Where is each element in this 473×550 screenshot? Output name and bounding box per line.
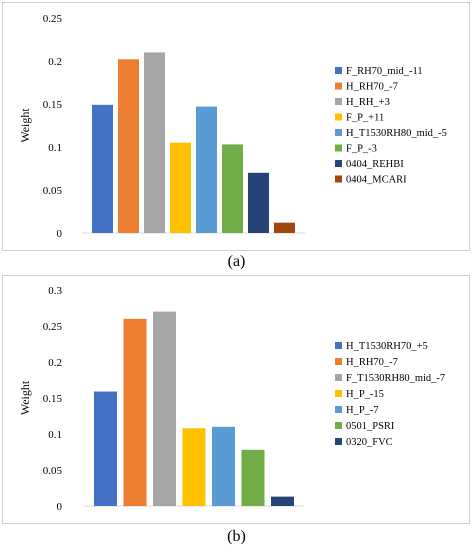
y-tick-label: 0.15 xyxy=(43,99,63,111)
legend-swatch xyxy=(335,422,342,429)
legend-swatch xyxy=(335,390,342,397)
legend-swatch xyxy=(335,144,342,152)
legend-entry: H_RH70_-7 xyxy=(346,357,398,368)
legend-swatch xyxy=(335,175,342,183)
y-tick-label: 0.2 xyxy=(48,56,62,68)
legend-swatch xyxy=(335,358,342,365)
y-tick-label: 0.15 xyxy=(43,393,63,405)
legend-swatch xyxy=(335,129,342,136)
bar-5 xyxy=(212,426,235,506)
legend-swatch xyxy=(335,67,342,74)
legend-swatch xyxy=(335,113,342,121)
legend-swatch xyxy=(335,342,342,349)
bar-2 xyxy=(123,318,147,506)
bar-4 xyxy=(182,428,206,506)
chart-panel-b: 0 0.05 0.1 0.15 0.2 0.25 0.3 Weight H_T1530RH70_… xyxy=(2,275,470,524)
legend-entry: 0501_PSRI xyxy=(346,421,395,432)
y-tick-label: 0.25 xyxy=(43,13,63,25)
legend-entry: H_T1530RH80_mid_-5 xyxy=(346,128,447,139)
y-tick-label: 0 xyxy=(57,228,63,240)
legend-swatch xyxy=(335,374,342,381)
y-tick-label: 0.1 xyxy=(48,429,62,441)
legend-entry: 0404_MCARI xyxy=(346,175,407,186)
legend-entry: F_RH70_mid_-11 xyxy=(346,66,423,77)
bar-3 xyxy=(144,52,165,234)
legend-swatch xyxy=(335,82,342,90)
y-tick-label: 0.25 xyxy=(43,321,63,333)
bar-8 xyxy=(274,222,295,233)
chart-b: 0 0.05 0.1 0.15 0.2 0.25 0.3 Weight H_T1530RH70_… xyxy=(18,285,445,513)
y-tick-label: 0.3 xyxy=(48,285,62,297)
bar-1 xyxy=(92,104,113,233)
bar-4 xyxy=(170,142,191,233)
bar-3 xyxy=(153,311,176,506)
bar-6 xyxy=(241,449,265,506)
legend-entry: H_P_-7 xyxy=(346,405,379,416)
legend-swatch xyxy=(335,438,342,445)
bar-2 xyxy=(118,59,139,233)
legend-entry: 0320_FVC xyxy=(346,437,393,448)
chart-a: 0 0.05 0.1 0.15 0.2 0.25 Weight F_RH70_mid_-11 H… xyxy=(18,13,447,240)
legend-entry: H_RH_+3 xyxy=(346,97,390,108)
legend-entry: H_RH70_-7 xyxy=(346,82,398,93)
y-axis-label: Weight xyxy=(18,108,32,143)
bar-6 xyxy=(222,144,243,233)
legend-entry: H_P_-15 xyxy=(346,389,384,400)
y-tick-label: 0.05 xyxy=(43,465,63,477)
legend-swatch xyxy=(335,98,342,105)
y-tick-label: 0.1 xyxy=(48,142,62,154)
y-tick-label: 0.2 xyxy=(48,357,62,369)
y-tick-label: 0 xyxy=(57,501,63,513)
y-axis-label: Weight xyxy=(18,380,32,415)
bar-1 xyxy=(94,391,117,506)
legend-entry: 0404_REHBI xyxy=(346,159,404,170)
y-tick-label: 0.05 xyxy=(43,185,63,197)
legend-swatch xyxy=(335,406,342,413)
legend-entry: F_T1530RH80_mid_-7 xyxy=(346,373,445,384)
bar-7 xyxy=(271,496,294,506)
bar-7 xyxy=(248,172,269,233)
caption-a: (a) xyxy=(227,253,246,270)
caption-b: (b) xyxy=(227,528,246,545)
legend-entry: H_T1530RH70_+5 xyxy=(346,341,428,352)
legend-entry: F_P_-3 xyxy=(346,144,377,155)
bar-5 xyxy=(196,106,217,233)
chart-panel-a: 0 0.05 0.1 0.15 0.2 0.25 Weight F_RH70_mid_-11 H… xyxy=(2,2,470,251)
legend-swatch xyxy=(335,160,342,167)
legend-entry: F_P_+11 xyxy=(346,113,384,124)
